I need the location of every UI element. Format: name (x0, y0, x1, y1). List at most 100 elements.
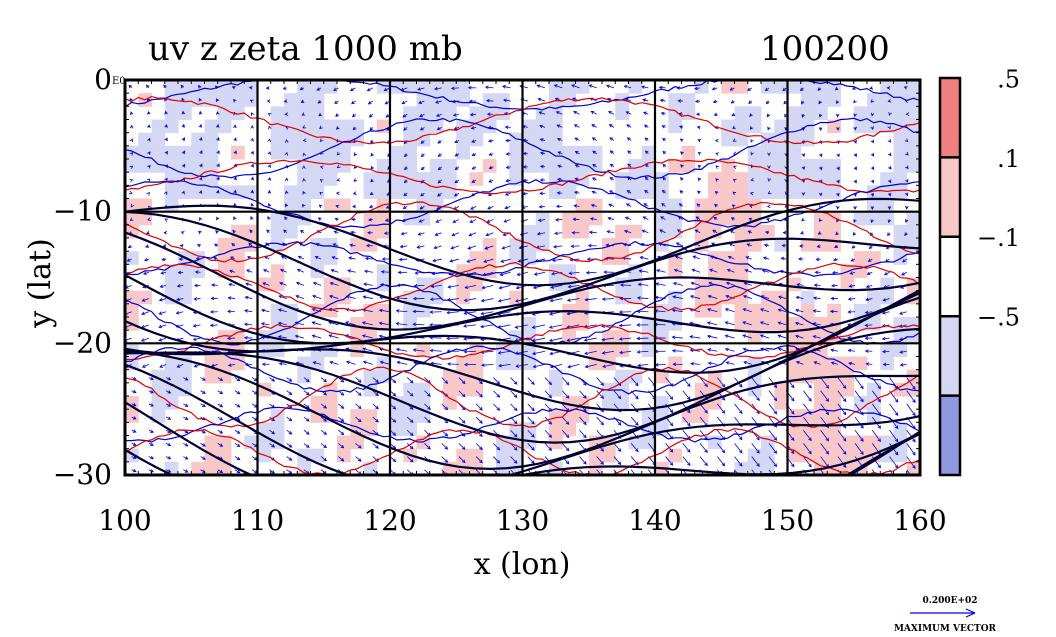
wind-vector-head (750, 126, 754, 130)
wind-vector-head (695, 99, 699, 104)
vorticity-cell (456, 93, 470, 107)
wind-vector-head (600, 382, 604, 386)
wind-vector (355, 443, 362, 449)
wind-vector (436, 219, 442, 223)
wind-vector-head (778, 295, 782, 299)
vorticity-cell (125, 198, 139, 213)
colorbar-segment (940, 316, 960, 396)
wind-vector (561, 429, 570, 438)
wind-vector-head (843, 477, 846, 480)
wind-vector-head (644, 150, 649, 155)
wind-vector-head (591, 177, 596, 181)
wind-vector (768, 377, 777, 388)
vorticity-cell (151, 119, 166, 134)
wind-vector (596, 416, 604, 425)
wind-vector (539, 125, 546, 128)
wind-vector-head (851, 245, 856, 249)
wind-vector-head (267, 151, 271, 156)
wind-vector-head (715, 165, 720, 169)
wind-vector (487, 206, 494, 210)
wind-vector-head (233, 176, 237, 181)
y-tick-label: −10 (53, 195, 112, 228)
wind-vector-head (302, 138, 307, 143)
wind-vector-head (357, 379, 362, 383)
vorticity-cell (906, 159, 920, 173)
wind-vector (362, 348, 373, 352)
wind-vector-head (357, 392, 362, 396)
wind-vector-head (694, 86, 698, 91)
wind-vector (830, 349, 838, 352)
wind-vector (234, 429, 240, 434)
wind-vector-head (488, 179, 493, 183)
vorticity-cell (615, 238, 629, 252)
wind-vector (158, 337, 167, 342)
wind-vector (177, 364, 184, 368)
wind-vector (708, 349, 718, 352)
vector-legend-arrowhead (965, 608, 976, 618)
colorbar: .5.1−.1−.5 (938, 65, 1020, 477)
wind-vector-head (328, 294, 333, 299)
wind-vector-head (370, 152, 374, 157)
wind-vector-head (261, 362, 266, 367)
wind-vector-head (132, 429, 137, 433)
wind-vector-head (414, 271, 419, 275)
vorticity-cell (681, 93, 696, 107)
vorticity-cell (800, 93, 815, 107)
wind-vector-head (644, 176, 649, 181)
vorticity-cell (429, 277, 444, 292)
vorticity-cell (880, 290, 894, 305)
vorticity-cell (376, 159, 391, 173)
x-axis-label: x (lon) (474, 547, 571, 582)
wind-vector (458, 456, 466, 463)
vorticity-cell (721, 211, 735, 226)
vorticity-cell (204, 132, 219, 147)
wind-vector (280, 269, 287, 273)
wind-vector-head (147, 217, 151, 221)
wind-vector-head (641, 85, 645, 89)
wind-vector-head (302, 165, 306, 169)
wind-vector-head (497, 350, 502, 355)
wind-vector-head (128, 84, 133, 89)
wind-vector-head (618, 337, 623, 341)
wind-vector (728, 256, 735, 260)
wind-vector-head (366, 87, 371, 92)
wind-vector (435, 232, 442, 236)
wind-vector-head (317, 100, 322, 104)
vorticity-cell (774, 396, 788, 410)
vorticity-cell (376, 172, 391, 186)
wind-vector (574, 205, 580, 207)
vorticity-cell (204, 185, 219, 199)
wind-vector (694, 87, 701, 90)
wind-vector (591, 124, 597, 128)
wind-vector-head (219, 377, 224, 381)
wind-vector-head (852, 232, 857, 236)
wind-vector (338, 443, 344, 449)
wind-vector-head (375, 445, 379, 449)
vorticity-cell (787, 317, 802, 331)
wind-vector-head (305, 391, 310, 396)
wind-vector-head (748, 100, 752, 104)
wind-vector-head (635, 422, 639, 426)
wind-vector-head (461, 380, 466, 385)
wind-vector-head (167, 442, 172, 447)
wind-vector-head (912, 399, 916, 404)
wind-vector-head (767, 152, 771, 157)
wind-vector-head (836, 166, 840, 171)
vorticity-cell (641, 409, 656, 423)
wind-vector-head (193, 364, 198, 368)
wind-vector (125, 285, 132, 289)
wind-vector-head (712, 99, 717, 104)
wind-vector (655, 283, 666, 286)
wind-vector-head (609, 137, 614, 141)
vorticity-cell (270, 277, 285, 292)
wind-vector-head (590, 110, 595, 115)
wind-vector-head (319, 191, 324, 196)
wind-vector (813, 335, 821, 339)
wind-vector-head (315, 243, 320, 247)
wind-vector (483, 258, 494, 263)
wind-vector-head (129, 165, 134, 170)
wind-vector (596, 377, 604, 386)
wind-vector-head (695, 112, 700, 117)
wind-vector-head (886, 86, 891, 90)
wind-vector (607, 230, 615, 234)
